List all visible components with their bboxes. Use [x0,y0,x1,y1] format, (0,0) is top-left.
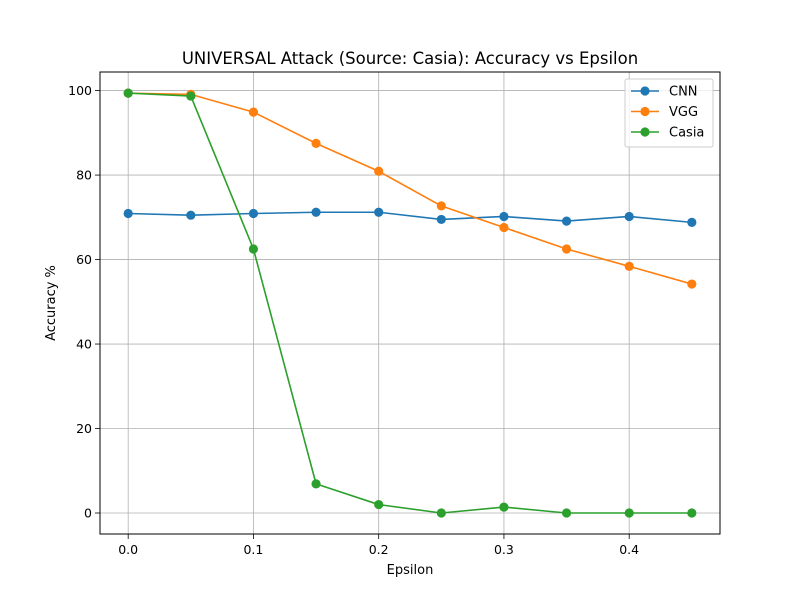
series-casia [123,88,697,518]
data-point-casia [624,508,634,518]
legend-item-vgg: VGG [631,105,698,120]
data-point-casia [436,508,446,518]
y-tick-label: 80 [76,168,92,183]
series-cnn [123,207,697,227]
data-point-cnn [624,211,634,222]
plot-series [123,88,697,518]
data-point-vgg [436,201,446,211]
y-tick-label: 100 [68,83,92,98]
data-point-cnn [186,210,196,220]
x-axis-label: Epsilon [387,563,434,578]
y-tick-label: 40 [76,337,92,352]
y-axis-label: Accuracy % [44,265,59,341]
data-point-casia [311,479,321,489]
data-point-cnn [248,208,259,219]
data-point-vgg [248,107,259,117]
y-tick-label: 0 [84,506,92,521]
data-point-casia [499,502,509,512]
data-point-vgg [499,222,509,233]
data-point-cnn [687,217,697,227]
chart-title: UNIVERSAL Attack (Source: Casia): Accura… [182,49,638,68]
data-point-vgg [311,138,321,148]
legend-label-cnn: CNN [669,85,698,100]
data-point-vgg [374,166,384,176]
data-point-vgg [687,279,697,289]
data-point-cnn [311,207,321,217]
series-line-casia [128,92,692,514]
x-tick-label: 0.0 [118,542,138,557]
data-point-cnn [123,208,133,219]
data-point-casia [186,91,196,101]
legend-label-vgg: VGG [669,105,698,120]
x-tick-label: 0.4 [619,542,639,557]
legend-marker-cnn [640,86,650,96]
data-point-casia [374,499,384,510]
data-point-cnn [499,211,509,222]
data-point-casia [248,244,259,254]
legend-item-cnn: CNN [631,85,698,100]
data-point-vgg [624,261,634,271]
series-vgg [123,88,697,289]
legend: CNN VGG Casia [624,78,714,148]
data-point-vgg [561,244,572,254]
data-point-cnn [561,216,572,226]
legend-item-casia: Casia [631,126,704,141]
y-tick-label: 20 [76,421,92,436]
data-point-cnn [436,214,446,225]
legend-marker-casia [640,127,650,137]
legend-marker-vgg [640,106,650,117]
x-tick-label: 0.3 [494,542,514,557]
x-tick-label: 0.2 [369,542,389,557]
series-line-cnn [128,211,692,224]
data-point-casia [687,508,697,518]
plot-area-frame [99,71,721,535]
x-tick-label: 0.1 [243,542,263,557]
grid [100,72,720,534]
data-point-casia [123,88,133,98]
series-line-vgg [128,92,693,285]
y-tick-label: 60 [76,252,92,267]
axis-ticks: 0.0 0.1 0.2 0.3 0.4 0 20 40 60 80 100 [68,83,639,557]
data-point-casia [561,508,572,518]
legend-label-casia: Casia [669,126,704,141]
data-point-cnn [374,207,384,217]
